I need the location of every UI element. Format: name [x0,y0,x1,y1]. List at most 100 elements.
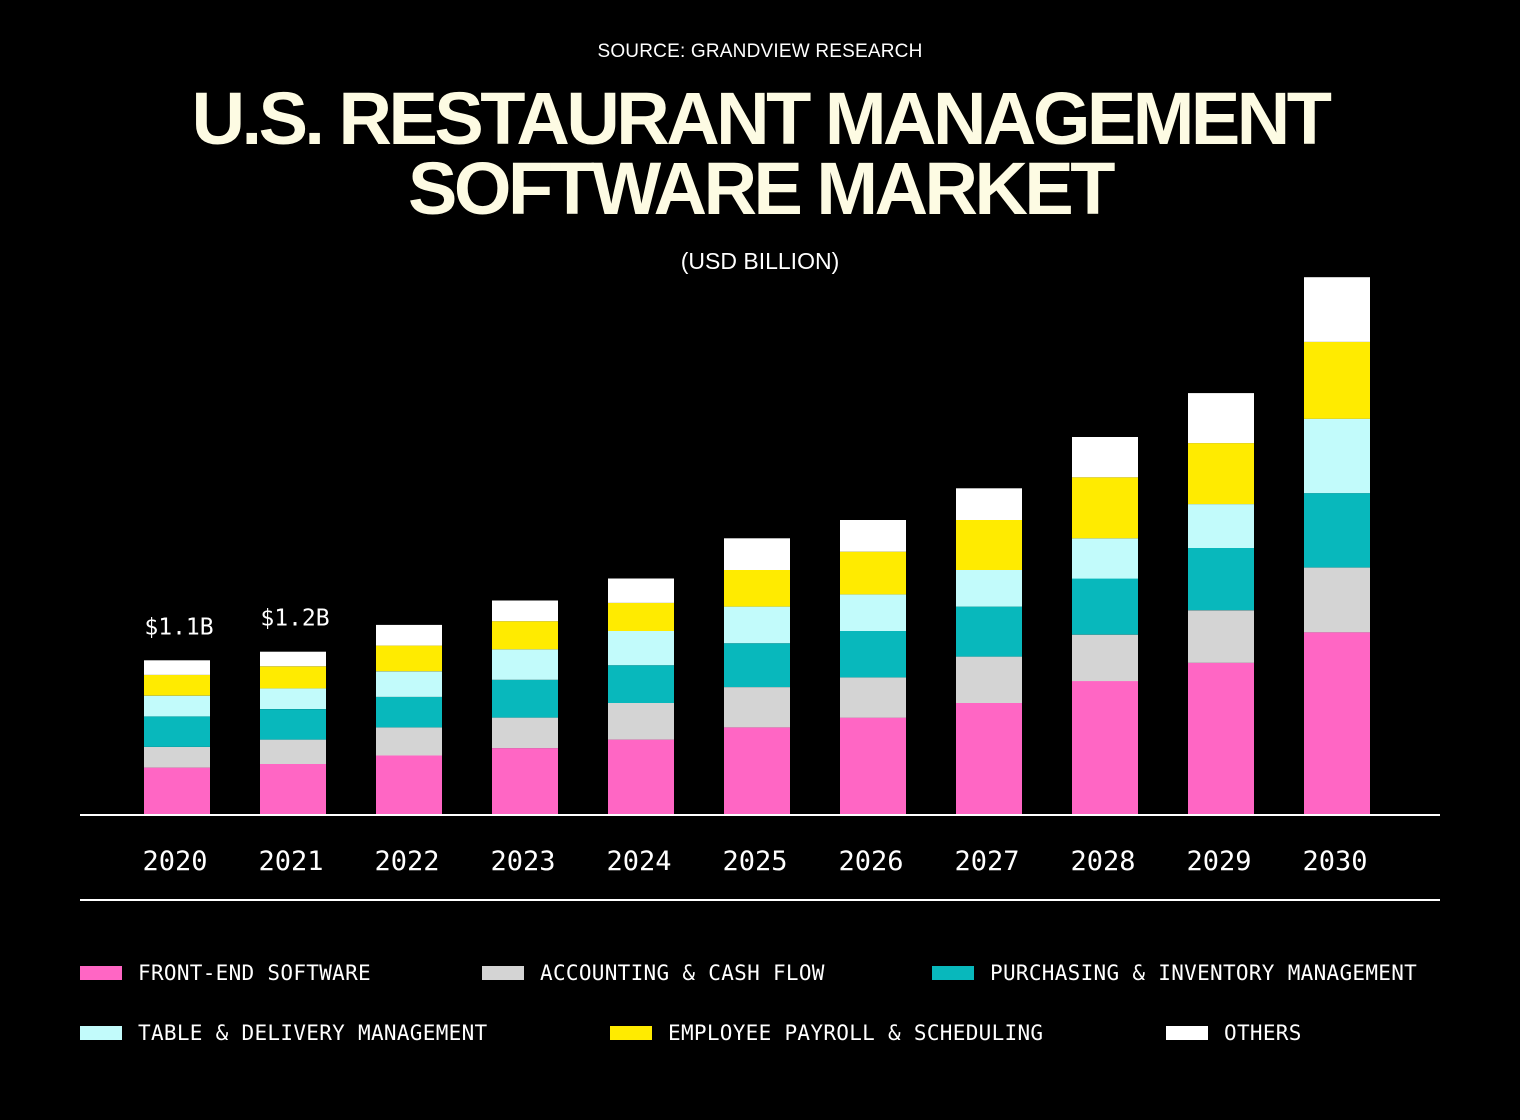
bar-segment-2023-front-end-software [492,748,558,814]
bar-segment-2022-employee-payroll-scheduling [376,645,442,672]
bar-segment-2027-front-end-software [956,703,1022,814]
legend-item-purchasing-inventory-management: PURCHASING & INVENTORY MANAGEMENT [932,961,1417,985]
chart-title: U.S. RESTAURANT MANAGEMENT SOFTWARE MARK… [0,82,1520,226]
data-label-2021: $1.2B [260,606,329,632]
bar-segment-2026-accounting-cash-flow [840,677,906,718]
chart-title-line-2: SOFTWARE MARKET [408,147,1115,230]
legend-swatch-front-end-software [80,966,122,980]
legend-label-table-delivery-management: TABLE & DELIVERY MANAGEMENT [138,1021,488,1045]
bar-segment-2023-accounting-cash-flow [492,717,558,749]
bar-segment-2026-front-end-software [840,717,906,814]
bar-segment-2020-others [144,660,210,675]
bar-segment-2030-accounting-cash-flow [1304,567,1370,633]
legend-swatch-purchasing-inventory-management [932,966,974,980]
bar-segment-2029-accounting-cash-flow [1188,610,1254,663]
legend-swatch-accounting-cash-flow [482,966,524,980]
bar-segment-2025-purchasing-inventory-management [724,643,790,688]
bar-segment-2029-front-end-software [1188,662,1254,814]
bar-segment-2027-employee-payroll-scheduling [956,520,1022,570]
bar-segment-2028-front-end-software [1072,681,1138,814]
bar-segment-2027-table-delivery-management [956,570,1022,607]
bar-segment-2021-accounting-cash-flow [260,739,326,764]
x-tick-label-2020: 2020 [142,846,207,877]
bar-segment-2028-purchasing-inventory-management [1072,578,1138,635]
bar-segment-2027-purchasing-inventory-management [956,606,1022,657]
chart-title-line-1: U.S. RESTAURANT MANAGEMENT [191,77,1332,160]
x-tick-label-2028: 2028 [1070,846,1135,877]
bar-segment-2024-front-end-software [608,739,674,814]
bar-segment-2022-accounting-cash-flow [376,727,442,756]
bar-segment-2025-table-delivery-management [724,606,790,644]
bar-segment-2025-front-end-software [724,727,790,814]
bar-segment-2026-table-delivery-management [840,594,906,631]
bar-segment-2024-others [608,578,674,603]
legend-label-front-end-software: FRONT-END SOFTWARE [138,961,371,985]
legend-label-others: OTHERS [1224,1021,1302,1045]
bar-segment-2023-others [492,600,558,622]
bar-segment-2028-table-delivery-management [1072,538,1138,579]
bar-segment-2022-purchasing-inventory-management [376,696,442,728]
x-tick-label-2022: 2022 [374,846,439,877]
x-tick-label-2021: 2021 [258,846,323,877]
legend-item-accounting-cash-flow: ACCOUNTING & CASH FLOW [482,961,825,985]
legend-label-accounting-cash-flow: ACCOUNTING & CASH FLOW [540,961,825,985]
bar-segment-2026-purchasing-inventory-management [840,631,906,678]
bar-segment-2030-employee-payroll-scheduling [1304,341,1370,419]
bar-segment-2021-purchasing-inventory-management [260,709,326,740]
data-label-2020: $1.1B [144,614,213,640]
bar-segment-2028-others [1072,437,1138,478]
bar-segment-2020-purchasing-inventory-management [144,716,210,747]
bar-segment-2027-others [956,488,1022,520]
legend-label-employee-payroll-scheduling: EMPLOYEE PAYROLL & SCHEDULING [668,1021,1044,1045]
bar-segment-2021-front-end-software [260,764,326,814]
bar-segment-2030-front-end-software [1304,632,1370,814]
bar-segment-2022-front-end-software [376,755,442,814]
bar-segment-2025-employee-payroll-scheduling [724,570,790,607]
bar-segment-2021-others [260,651,326,667]
x-tick-label-2029: 2029 [1186,846,1251,877]
legend-swatch-others [1166,1026,1208,1040]
x-tick-label-2024: 2024 [606,846,671,877]
bar-segment-2028-employee-payroll-scheduling [1072,477,1138,539]
legend-swatch-employee-payroll-scheduling [610,1026,652,1040]
legend-swatch-table-delivery-management [80,1026,122,1040]
x-tick-label-2025: 2025 [722,846,787,877]
bar-segment-2024-table-delivery-management [608,631,674,666]
bar-segment-2023-table-delivery-management [492,649,558,680]
bar-segment-2021-employee-payroll-scheduling [260,666,326,689]
bar-segment-2030-table-delivery-management [1304,418,1370,494]
x-tick-label-2023: 2023 [490,846,555,877]
chart-unit-subtitle: (USD BILLION) [680,248,840,274]
bar-segment-2027-accounting-cash-flow [956,656,1022,703]
bar-segment-2020-employee-payroll-scheduling [144,674,210,696]
bar-segment-2022-others [376,624,442,646]
x-tick-label-2030: 2030 [1302,846,1367,877]
bar-segment-2030-purchasing-inventory-management [1304,493,1370,568]
bar-segment-2029-employee-payroll-scheduling [1188,443,1254,505]
bar-segment-2020-accounting-cash-flow [144,746,210,768]
legend-item-employee-payroll-scheduling: EMPLOYEE PAYROLL & SCHEDULING [610,1021,1043,1045]
bar-segment-2024-employee-payroll-scheduling [608,602,674,631]
bar-segment-2026-employee-payroll-scheduling [840,551,906,595]
bar-segment-2029-others [1188,393,1254,444]
x-tick-label-2026: 2026 [838,846,903,877]
bar-segment-2028-accounting-cash-flow [1072,634,1138,682]
bar-segment-2025-accounting-cash-flow [724,687,790,728]
bar-segment-2023-employee-payroll-scheduling [492,621,558,650]
legend-item-table-delivery-management: TABLE & DELIVERY MANAGEMENT [80,1021,487,1045]
bar-segment-2021-table-delivery-management [260,688,326,709]
legend-item-others: OTHERS [1166,1021,1302,1045]
bar-segment-2023-purchasing-inventory-management [492,679,558,718]
bar-segment-2024-accounting-cash-flow [608,703,674,740]
bar-segment-2025-others [724,538,790,570]
bar-segment-2029-table-delivery-management [1188,504,1254,548]
source-note: SOURCE: GRANDVIEW RESEARCH [597,41,923,62]
legend-label-purchasing-inventory-management: PURCHASING & INVENTORY MANAGEMENT [990,961,1418,985]
bar-segment-2030-others [1304,277,1370,342]
x-tick-label-2027: 2027 [954,846,1019,877]
bar-segment-2026-others [840,520,906,552]
bar-segment-2020-front-end-software [144,767,210,814]
bar-segment-2022-table-delivery-management [376,671,442,697]
